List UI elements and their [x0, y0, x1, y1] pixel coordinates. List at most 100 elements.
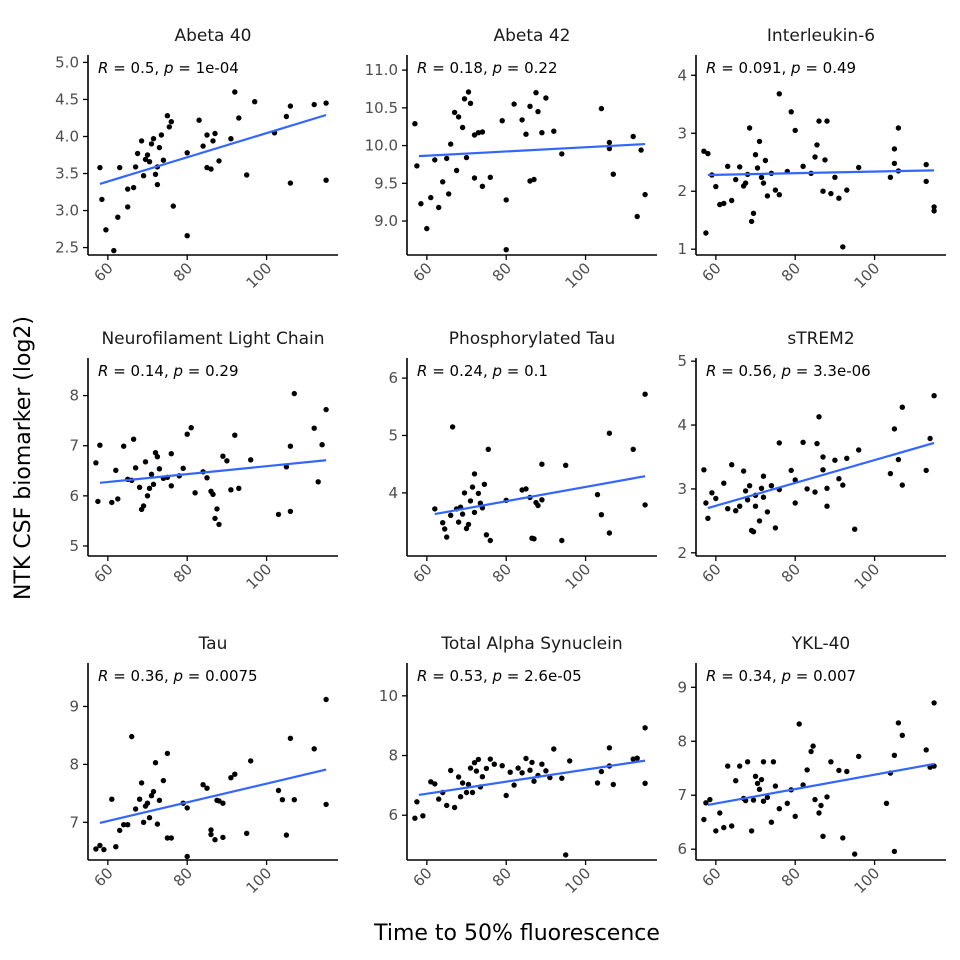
y-tick-label: 11.0 — [365, 61, 398, 79]
panel-tau: Tau 7 8 9 60 80 100 R = 0.36, p = 0.0075 — [69, 634, 338, 897]
data-point — [836, 195, 842, 201]
r-value: = 0.56, — [716, 362, 781, 380]
data-point — [713, 495, 719, 502]
data-point — [752, 503, 759, 509]
data-point — [99, 196, 105, 203]
data-point — [742, 488, 749, 494]
data-point — [132, 465, 139, 471]
data-point — [923, 467, 929, 474]
data-point — [323, 100, 329, 106]
x-tick-label: 60 — [698, 560, 724, 586]
p-value: = 0.22 — [502, 59, 558, 77]
data-point — [852, 851, 858, 857]
data-point — [535, 108, 541, 115]
data-point — [729, 462, 735, 468]
data-point — [772, 783, 779, 789]
data-point — [642, 725, 648, 731]
data-point — [523, 755, 529, 762]
data-point — [483, 765, 490, 772]
panel-title: sTREM2 — [787, 329, 854, 349]
data-point — [101, 846, 107, 853]
data-point — [729, 823, 735, 829]
data-point — [461, 490, 468, 496]
data-point — [746, 483, 753, 489]
data-point — [812, 796, 818, 803]
data-point — [535, 502, 541, 509]
data-point — [473, 768, 480, 774]
data-point — [212, 130, 218, 137]
data-point — [455, 114, 462, 120]
data-point — [748, 218, 755, 225]
data-point — [814, 440, 820, 447]
data-point — [792, 127, 798, 134]
data-point — [160, 777, 167, 784]
data-point — [121, 822, 127, 828]
data-point — [130, 436, 137, 442]
data-point — [737, 763, 743, 769]
y-tick-label: 3 — [677, 480, 687, 498]
data-point — [531, 778, 537, 784]
p-value: = 0.49 — [801, 59, 857, 77]
data-point — [507, 769, 513, 775]
panel-title: Tau — [198, 634, 228, 654]
data-point — [701, 816, 707, 823]
data-point — [594, 491, 601, 498]
r-value: = 0.14, — [108, 362, 173, 380]
data-point — [109, 499, 115, 506]
y-tick-label: 3 — [677, 124, 687, 142]
data-point — [642, 502, 648, 508]
data-point — [531, 536, 537, 542]
data-point — [539, 761, 545, 767]
data-point — [594, 780, 601, 786]
data-point — [776, 440, 782, 446]
r-label: R — [706, 59, 716, 77]
x-tick-label: 60 — [409, 560, 435, 586]
data-point — [279, 797, 286, 803]
x-tick-label: 100 — [850, 259, 883, 292]
data-point — [475, 130, 482, 136]
data-point — [125, 186, 131, 192]
data-point — [758, 485, 765, 491]
y-tick-label: 7 — [677, 786, 687, 804]
panel-title: Interleukin-6 — [767, 26, 875, 46]
data-point — [606, 145, 613, 152]
data-point — [220, 834, 226, 841]
data-point — [184, 233, 190, 239]
data-point — [461, 96, 468, 102]
data-point — [412, 121, 418, 127]
y-tick-label: 5 — [677, 352, 687, 370]
data-point — [812, 154, 818, 160]
data-point — [832, 174, 838, 180]
data-point — [168, 119, 174, 125]
data-point — [788, 109, 794, 115]
data-point — [709, 490, 715, 496]
data-point — [315, 479, 321, 485]
data-point — [228, 136, 234, 142]
data-point — [311, 101, 317, 108]
data-point — [895, 125, 902, 131]
correlation-annotation: R = 0.5, p = 1e-04 — [98, 59, 239, 77]
data-point — [463, 154, 470, 161]
data-point — [448, 141, 454, 147]
data-point — [323, 801, 329, 808]
data-point — [756, 518, 763, 524]
data-point — [287, 443, 294, 449]
data-point — [634, 213, 640, 220]
data-point — [800, 163, 806, 169]
data-point — [485, 446, 491, 452]
data-point — [471, 760, 478, 766]
data-point — [117, 164, 123, 171]
data-point — [463, 525, 470, 532]
y-tick-label: 6 — [69, 487, 79, 505]
data-point — [792, 477, 798, 483]
data-point — [539, 130, 545, 136]
p-value: = 3.3e-06 — [791, 362, 871, 380]
y-tick-label: 9.0 — [374, 212, 398, 230]
data-point — [816, 118, 822, 124]
data-point — [642, 391, 648, 397]
data-point — [420, 813, 426, 819]
data-point — [820, 454, 826, 460]
data-point — [703, 230, 709, 236]
data-point — [533, 90, 539, 96]
